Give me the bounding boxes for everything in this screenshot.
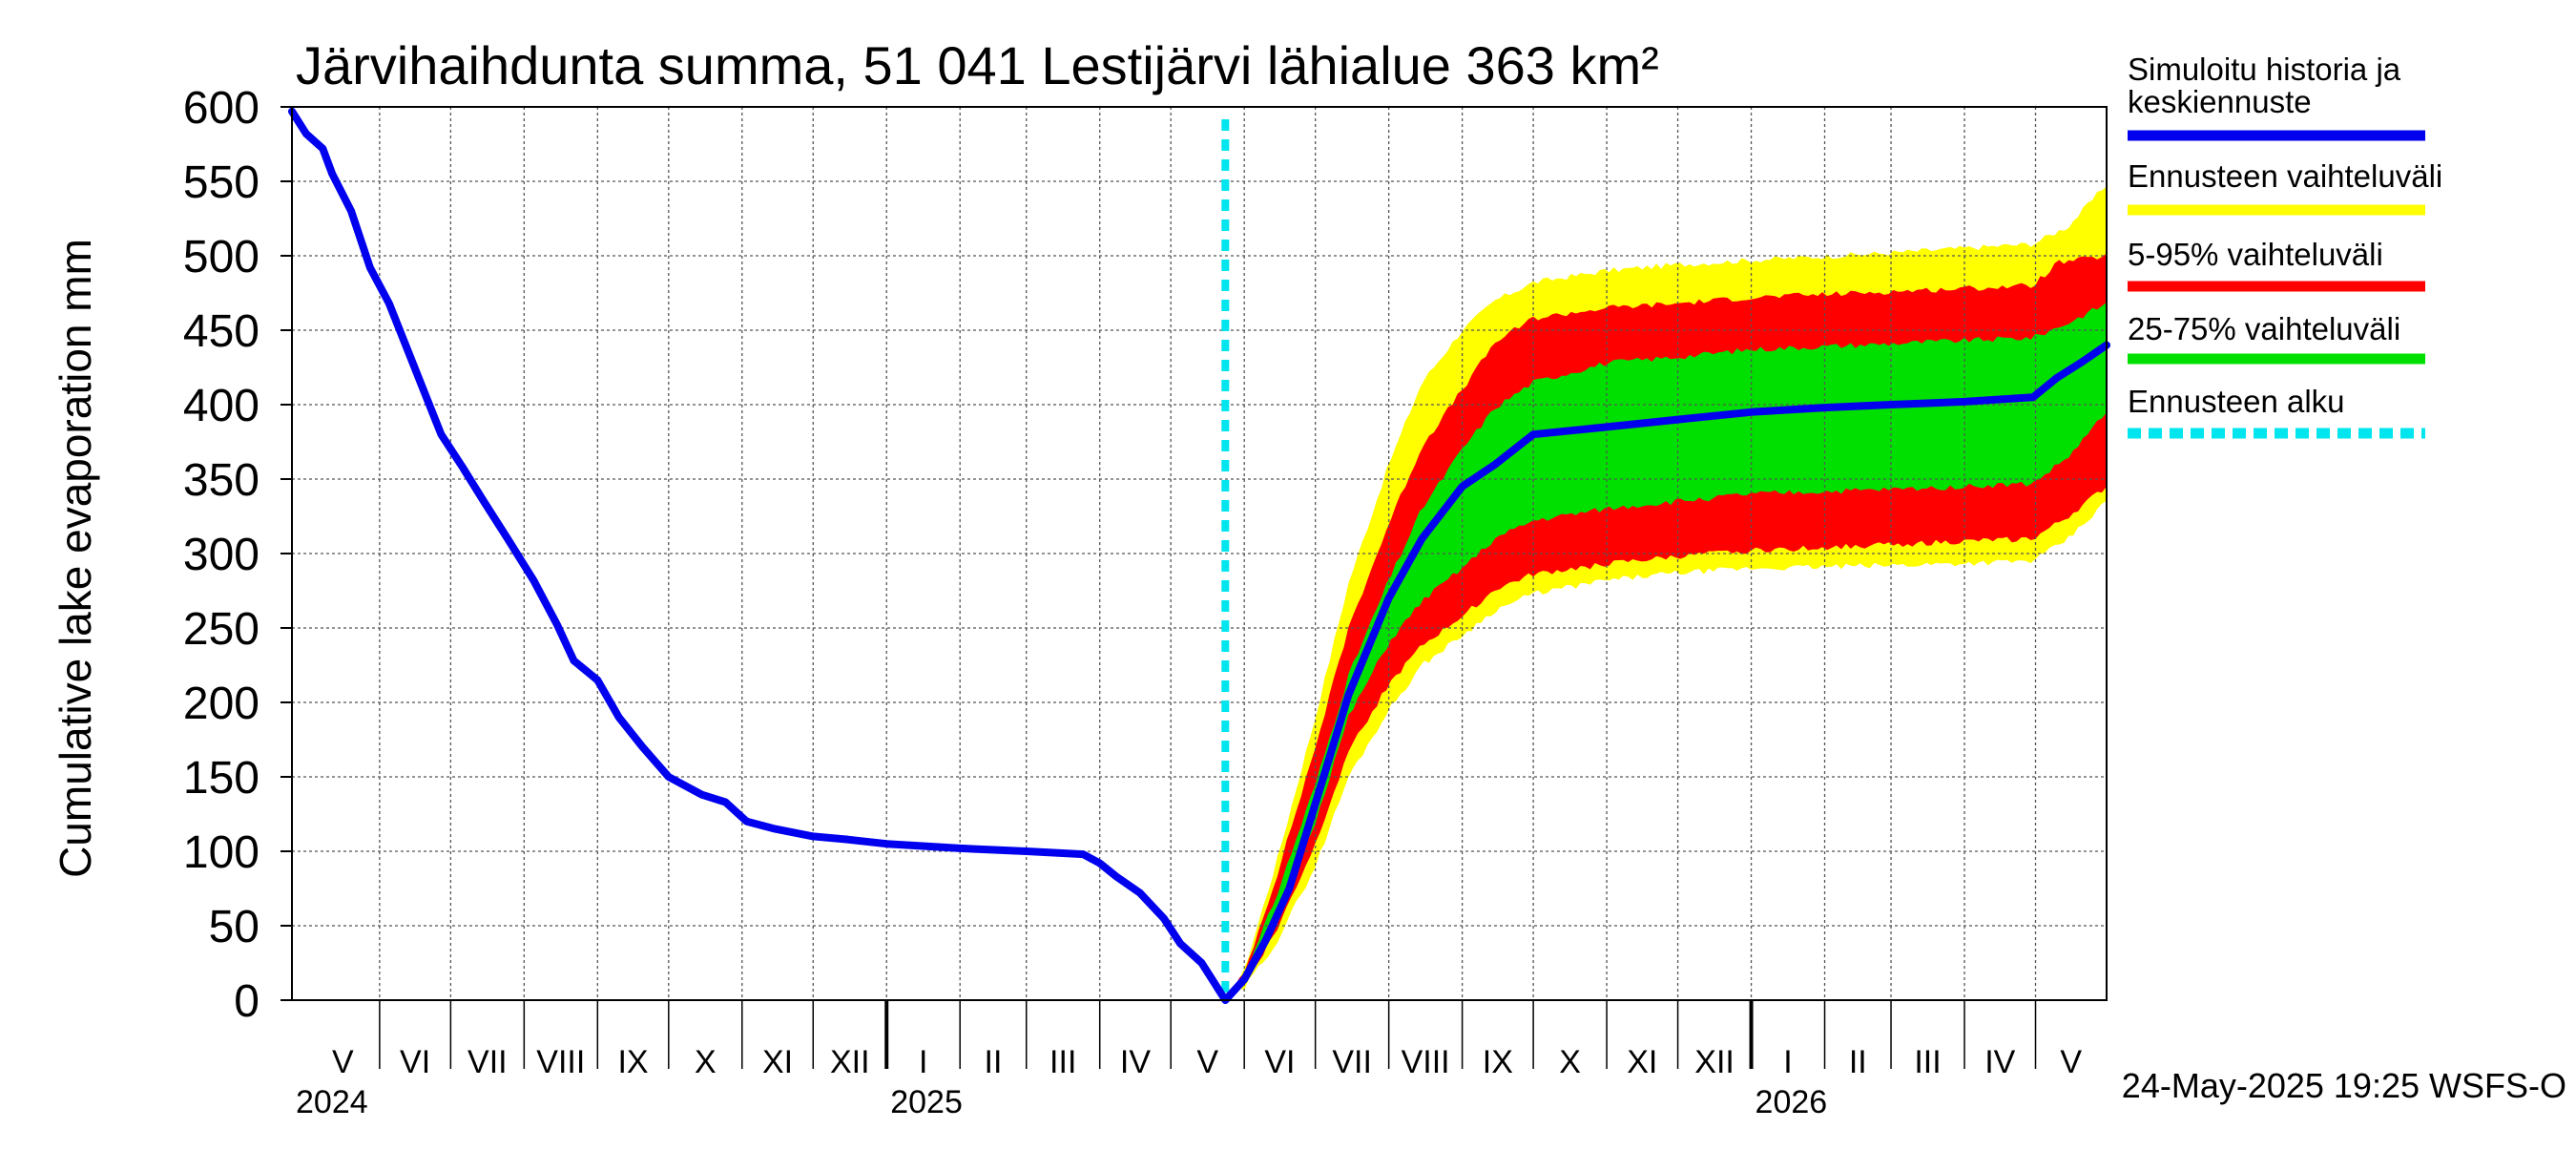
month-label: VIII [536, 1044, 585, 1080]
month-label: V [2060, 1044, 2082, 1080]
grid-lines [292, 106, 2107, 1000]
y-tick-label: 600 [183, 83, 260, 134]
legend-label: 5-95% vaihteluväli [2128, 237, 2383, 272]
month-label: IX [617, 1044, 648, 1080]
month-label: VII [1332, 1044, 1372, 1080]
series-lines [288, 107, 2110, 1004]
month-label: V [332, 1044, 354, 1080]
year-label: 2024 [296, 1084, 368, 1120]
month-label: I [919, 1044, 927, 1080]
timestamp-footer: 24-May-2025 19:25 WSFS-O [2122, 1066, 2566, 1105]
month-label: X [1559, 1044, 1581, 1080]
month-label: XII [1694, 1044, 1735, 1080]
year-label: 2025 [890, 1084, 963, 1120]
month-label: XI [1627, 1044, 1657, 1080]
month-label: III [1914, 1044, 1941, 1080]
y-tick-label: 150 [183, 753, 260, 804]
legend-label: Ennusteen vaihteluväli [2128, 158, 2442, 194]
month-label: VI [400, 1044, 430, 1080]
month-label: IX [1483, 1044, 1513, 1080]
month-label: IV [1984, 1044, 2015, 1080]
year-label: 2026 [1755, 1084, 1828, 1120]
legend: Simuloitu historia ja keskiennuste Ennuste… [2128, 52, 2442, 439]
month-label: XI [762, 1044, 793, 1080]
month-label: III [1049, 1044, 1076, 1080]
y-tick-label: 200 [183, 679, 260, 729]
month-label: IV [1120, 1044, 1151, 1080]
y-tick-label: 0 [234, 976, 260, 1027]
y-tick-label: 100 [183, 827, 260, 878]
month-label: XII [830, 1044, 870, 1080]
y-tick-label: 400 [183, 381, 260, 431]
month-label: VI [1264, 1044, 1295, 1080]
y-tick-label: 300 [183, 530, 260, 580]
y-tick-label: 250 [183, 604, 260, 655]
legend-label: Ennusteen alku [2128, 384, 2345, 419]
month-label: X [695, 1044, 717, 1080]
month-label: V [1196, 1044, 1218, 1080]
month-label: VIII [1402, 1044, 1450, 1080]
y-tick-label: 500 [183, 232, 260, 282]
y-tick-label: 550 [183, 157, 260, 208]
series-line-1 [288, 107, 2110, 1004]
legend-label: Simuloitu historia ja keskiennuste [2128, 52, 2401, 119]
month-label: VII [467, 1044, 508, 1080]
band-3 [1225, 302, 2107, 1002]
legend-label: 25-75% vaihteluväli [2128, 311, 2400, 346]
uncertainty-bands [1225, 186, 2107, 1003]
month-label: II [1849, 1044, 1867, 1080]
y-axis-label: Cumulative lake evaporation mm [51, 239, 100, 878]
chart-title: Järvihaihdunta summa, 51 041 Lestijärvi … [296, 35, 1659, 95]
y-tick-label: 50 [209, 902, 260, 952]
y-tick-label: 350 [183, 455, 260, 506]
month-label: I [1783, 1044, 1792, 1080]
month-label: II [985, 1044, 1003, 1080]
y-tick-label: 450 [183, 306, 260, 357]
